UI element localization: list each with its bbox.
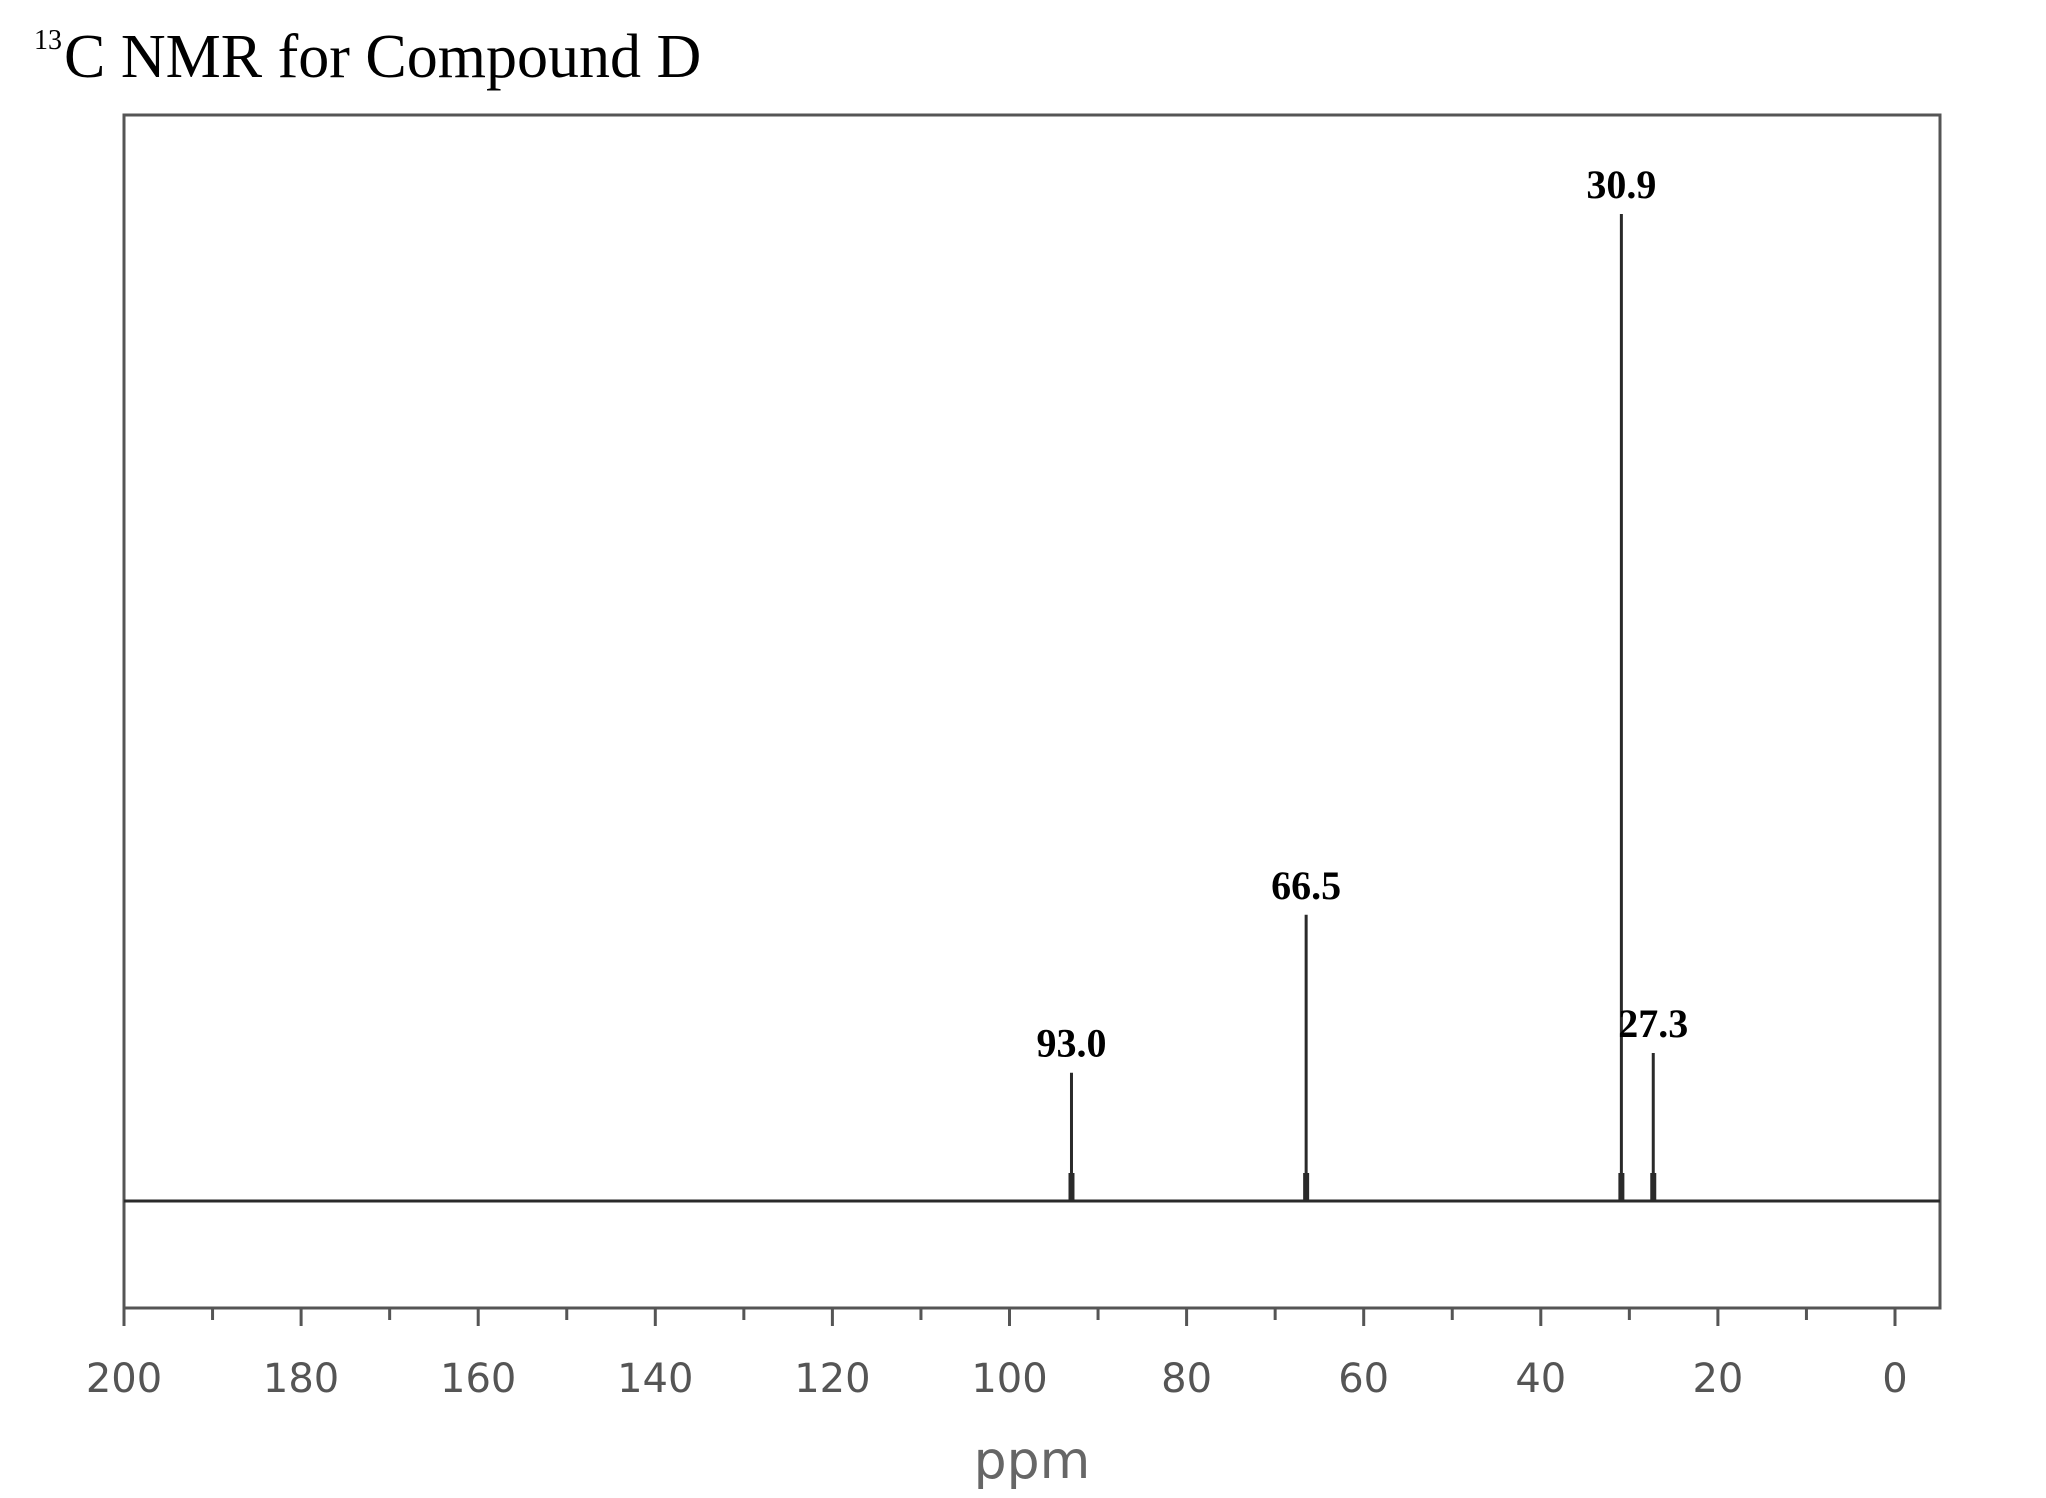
x-tick-label: 40 bbox=[1515, 1356, 1566, 1402]
peak-label: 30.9 bbox=[1586, 162, 1656, 207]
x-axis-ticks: 200 180 160 140 120 100 80 60 40 20 0 bbox=[86, 1308, 1908, 1402]
isotope-superscript: 13 bbox=[34, 25, 62, 56]
peak-label: 66.5 bbox=[1271, 863, 1341, 908]
x-tick-label: 0 bbox=[1882, 1356, 1907, 1402]
peak-label: 27.3 bbox=[1618, 1001, 1688, 1046]
x-axis-title: ppm bbox=[974, 1431, 1091, 1491]
x-tick-label: 160 bbox=[440, 1356, 516, 1402]
x-tick-label: 80 bbox=[1161, 1356, 1212, 1402]
x-tick-label: 120 bbox=[794, 1356, 870, 1402]
x-tick-label: 100 bbox=[971, 1356, 1047, 1402]
x-tick-label: 180 bbox=[263, 1356, 339, 1402]
x-tick-label: 140 bbox=[617, 1356, 693, 1402]
plot-frame bbox=[122, 113, 1942, 1310]
peak-label: 93.0 bbox=[1036, 1021, 1106, 1066]
chart-title: 13C NMR for Compound D bbox=[34, 26, 701, 88]
x-tick-label: 200 bbox=[86, 1356, 162, 1402]
spectrum-peaks: 93.0 66.5 30.9 27.3 bbox=[1036, 162, 1688, 1201]
x-tick-label: 60 bbox=[1338, 1356, 1389, 1402]
chart-title-text: C NMR for Compound D bbox=[64, 23, 702, 91]
x-tick-label: 20 bbox=[1692, 1356, 1743, 1402]
